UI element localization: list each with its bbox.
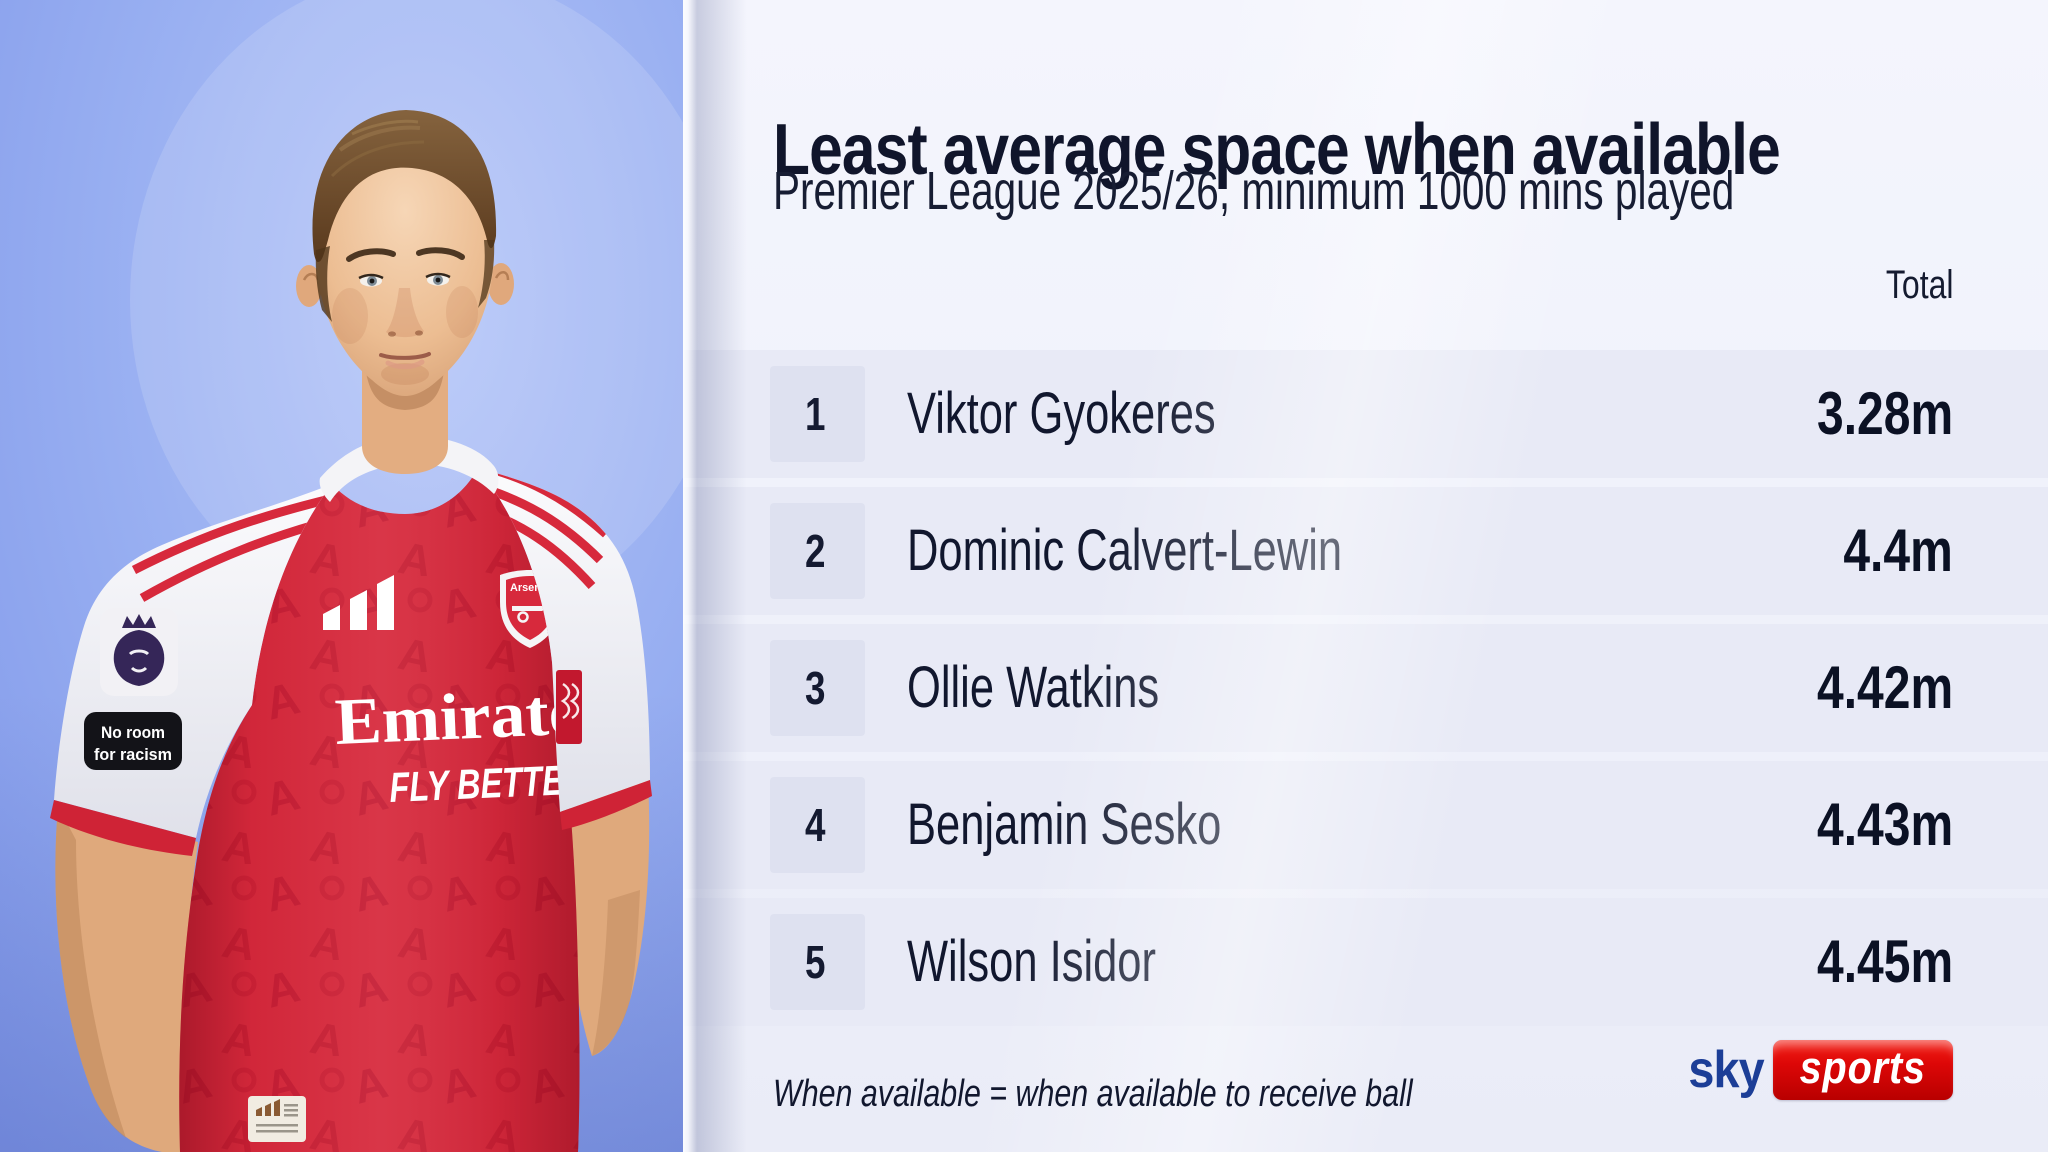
player-value: 3.28m [1816,380,1953,447]
shirt-tagline-text: FLY BETTER [388,755,588,811]
player-name: Wilson Isidor [907,929,1156,994]
hem-tag [248,1096,306,1142]
no-room-for-racism-badge: No room for racism [84,712,182,770]
player-value: 4.4m [1843,517,1953,584]
player-neck [362,354,448,474]
adidas-logo-icon [323,575,394,630]
player-name: Dominic Calvert-Lewin [907,518,1343,583]
badge-line-1: No room [101,723,165,742]
stats-panel: Least average space when available Premi… [683,0,2048,1152]
column-header-total: Total [1885,263,1953,307]
rank-badge: 3 [770,640,865,736]
rank-badge: 5 [770,914,865,1010]
table-row-1: 1 Viktor Gyokeres 3.28m [683,350,2048,478]
sleeve-sponsor-patch [556,670,582,744]
table-row-4: 4 Benjamin Sesko 4.43m [683,761,2048,889]
rank-badge: 1 [770,366,865,462]
player-name: Benjamin Sesko [907,792,1222,857]
shirt-sponsor-text: Emirates [333,674,608,759]
table-row-3: 3 Ollie Watkins 4.42m [683,624,2048,752]
footnote: When available = when available to recei… [773,1073,1413,1115]
badge-line-2: for racism [94,745,172,764]
player-photo: A A [0,0,730,1152]
page-title: Least average space when available [773,110,1781,191]
rank-badge: 4 [770,777,865,873]
premier-league-patch-icon [100,608,178,696]
player-photo-illustration: A A [0,0,730,1152]
sports-badge: sports [1773,1040,1953,1100]
shirt-left-sleeve: No room for racism [50,484,332,856]
player-head [296,110,514,396]
subtitle: Premier League 2025/26, minimum 1000 min… [773,161,1735,221]
table-row-5: 5 Wilson Isidor 4.45m [683,898,2048,1026]
player-arms [55,780,650,1152]
player-eyes [358,272,451,287]
sky-sports-logo: sky sports [1680,1040,1953,1100]
player-value: 4.45m [1816,928,1953,995]
player-name: Ollie Watkins [907,655,1160,720]
player-value: 4.42m [1816,654,1953,721]
rank-badge: 2 [770,503,865,599]
player-value: 4.43m [1816,791,1953,858]
sky-logo-word: sky [1688,1041,1764,1099]
player-hair [312,110,497,262]
player-name: Viktor Gyokeres [907,381,1216,446]
table-row-2: 2 Dominic Calvert-Lewin 4.4m [683,487,2048,615]
